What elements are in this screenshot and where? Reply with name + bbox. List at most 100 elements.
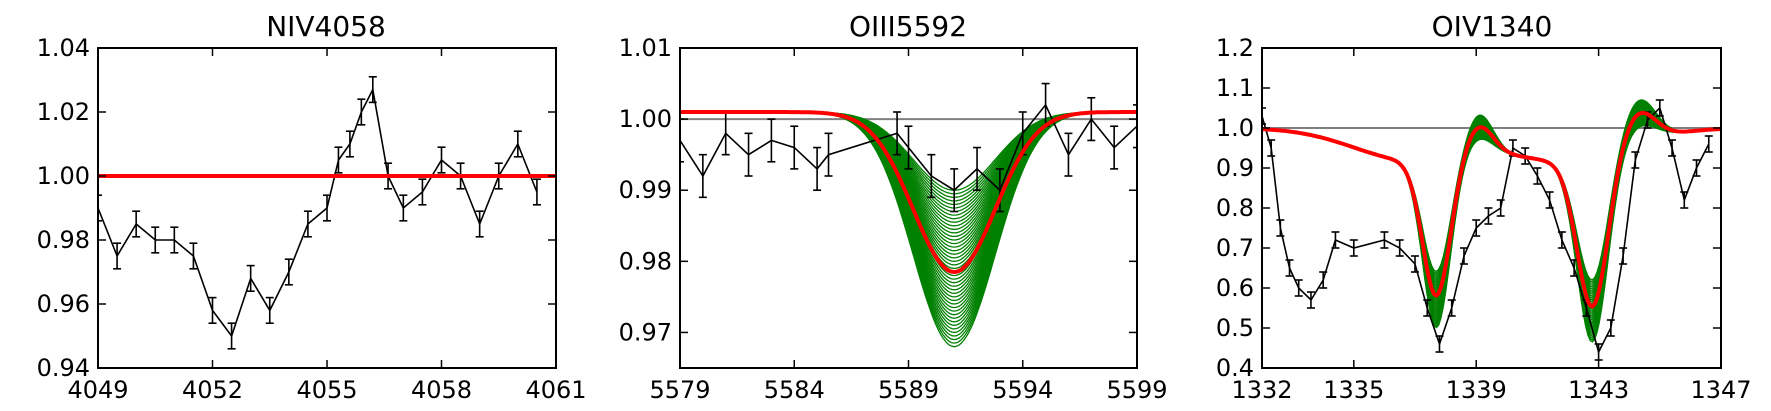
error-bar [1557,231,1566,249]
x-tick-label: 4058 [411,376,472,404]
error-bar [893,111,902,156]
y-tick-label: 1.00 [37,162,90,190]
observed-line [98,87,538,338]
error-bar [1484,207,1493,225]
y-tick-label: 1.00 [619,105,672,133]
error-bar [995,168,1004,213]
error-bar [345,130,354,158]
x-tick-label: 5584 [764,376,825,404]
error-bar [532,178,541,206]
model-profile [1262,114,1721,318]
error-bar [973,146,982,192]
error-bar [904,125,913,170]
error-bar [1606,319,1615,337]
best-fit-line [1262,110,1721,309]
error-bar [1619,247,1628,265]
error-bar [113,242,122,270]
error-bar [334,146,343,174]
y-tick-label: 1.1 [1216,74,1254,102]
error-bar [284,258,293,286]
error-bar [1276,219,1285,237]
y-tick-label: 0.96 [37,290,90,318]
error-bar [1262,107,1266,125]
y-tick-label: 0.99 [619,176,672,204]
y-tick-label: 0.7 [1216,234,1254,262]
plot-area [98,76,556,350]
x-tick-label: 4049 [67,376,128,404]
error-bar [1110,125,1119,170]
error-bar [1533,167,1542,185]
error-bar [227,322,236,350]
error-bar [357,98,366,126]
error-bar [1631,151,1640,169]
error-bar [418,178,427,206]
best-fit-line [680,110,1137,275]
model-profile [1262,123,1721,340]
x-tick-label: 5594 [992,376,1053,404]
error-bar [1459,247,1468,265]
model-profile [1262,122,1721,336]
model-profile [1262,116,1721,323]
y-tick-label: 0.94 [37,354,90,382]
y-tick-label: 1.02 [37,98,90,126]
x-tick-label: 5579 [649,376,710,404]
model-profile [1262,118,1721,327]
error-bar [1331,231,1340,249]
model-profile [1262,121,1721,334]
error-bar [1267,139,1276,157]
error-bar [767,118,776,163]
error-bar [98,194,102,222]
x-tick-label: 4052 [182,376,243,404]
model-profile [1262,124,1721,343]
error-bar [1306,291,1315,309]
x-tick-label: 5599 [1106,376,1167,404]
error-bar [399,194,408,222]
y-tick-label: 0.6 [1216,274,1254,302]
error-bar [1704,135,1713,153]
y-tick-label: 0.97 [619,318,672,346]
error-bar [1447,299,1456,317]
error-bar [824,132,833,177]
panel-title: OIV1340 [1432,10,1553,43]
error-bar [1319,271,1328,289]
error-bar [437,146,446,174]
error-bar [927,153,936,199]
plot-area [1262,99,1721,361]
error-bar [1133,104,1137,149]
error-bar [368,76,377,104]
panel-oiv1340: OIV1340 1332 1335 1339 1343 1347 0.4 0.5 0.6 0.7… [1216,10,1752,404]
y-tick-label: 0.98 [37,226,90,254]
error-bar [1285,259,1294,277]
error-bar [1545,191,1554,209]
error-bar [132,210,141,238]
error-bar [790,125,799,170]
error-bar [1411,255,1419,273]
error-bar [303,210,312,238]
observed-line [680,103,1137,192]
model-profile [1262,116,1721,321]
panel-title: NIV4058 [266,10,386,43]
observed-line [1262,106,1710,355]
error-bar [1380,231,1389,249]
y-tick-label: 0.4 [1216,354,1254,382]
panel-oiii5592: OIII5592 5579 5584 5589 5594 5599 0.97 0.98 0.9… [619,10,1168,404]
error-bar [513,130,522,158]
error-bar [475,210,484,238]
error-bar [1435,335,1444,353]
model-profile [1262,117,1721,325]
error-bar [265,296,274,325]
model-profile [1262,124,1721,341]
error-bar [1349,239,1358,257]
error-bar [151,226,160,254]
error-bar [1395,239,1404,257]
y-tick-label: 1.0 [1216,114,1254,142]
y-tick-label: 1.01 [619,34,672,62]
x-tick-label: 5589 [878,376,939,404]
panel-title: OIII5592 [849,10,967,43]
error-bar [1472,219,1481,237]
error-bar [1692,159,1701,177]
error-bar [1423,299,1432,317]
observed-spectrum [1262,99,1713,361]
error-bar [208,296,217,325]
